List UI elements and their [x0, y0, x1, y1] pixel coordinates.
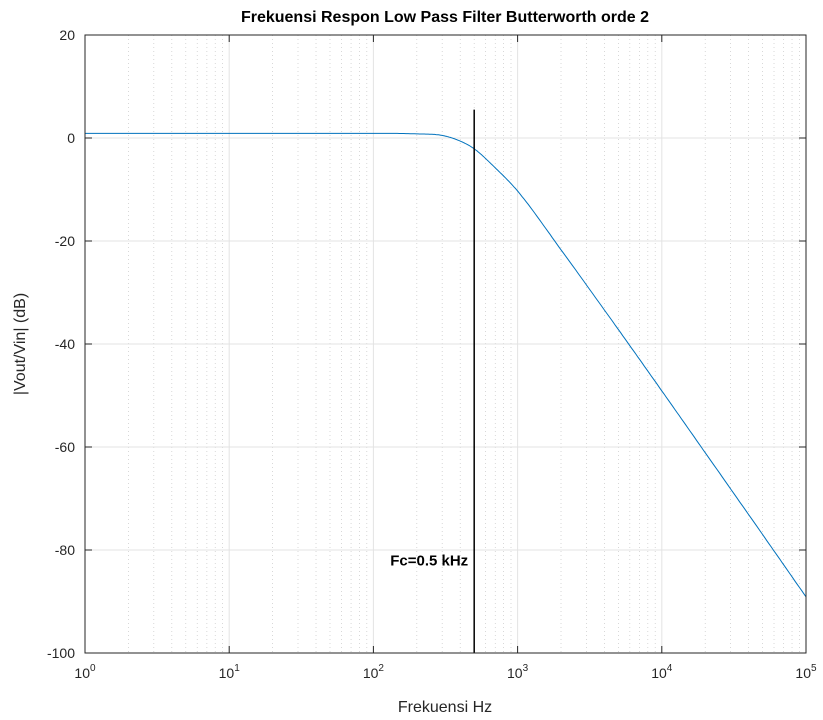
x-tick-label: 104: [651, 663, 673, 681]
y-tick-label: -40: [55, 336, 75, 352]
x-tick-base: 10: [363, 665, 379, 681]
y-tick-label: -20: [55, 233, 75, 249]
x-tick-exponent: 4: [667, 663, 673, 674]
x-tick-label: 100: [74, 663, 96, 681]
x-tick-exponent: 1: [234, 663, 240, 674]
series-line: [85, 132, 807, 598]
x-tick-exponent: 5: [811, 663, 817, 674]
cutoff-annotation: Fc=0.5 kHz: [390, 552, 468, 569]
y-axis-label: |Vout/Vin| (dB): [12, 293, 29, 395]
y-tick-label: 0: [67, 130, 75, 146]
y-tick-label: -60: [55, 439, 75, 455]
chart-title: Frekuensi Respon Low Pass Filter Butterw…: [241, 9, 649, 26]
x-tick-base: 10: [507, 665, 523, 681]
x-tick-label: 103: [507, 663, 529, 681]
x-tick-label: 105: [795, 663, 817, 681]
x-tick-base: 10: [795, 665, 811, 681]
x-tick-label: 101: [219, 663, 241, 681]
x-tick-label: 102: [363, 663, 385, 681]
y-ticks: 20 0 -20 -40 -60 -80 -100: [47, 27, 806, 661]
y-tick-label: -100: [47, 645, 75, 661]
x-ticks: 100 101 102 103 104 105: [74, 35, 817, 681]
x-tick-exponent: 3: [523, 663, 529, 674]
x-axis-label: Frekuensi Hz: [398, 699, 492, 716]
x-tick-base: 10: [219, 665, 235, 681]
x-tick-base: 10: [651, 665, 667, 681]
y-tick-label: -80: [55, 542, 75, 558]
y-tick-label: 20: [59, 27, 75, 43]
x-tick-exponent: 0: [90, 663, 96, 674]
x-tick-exponent: 2: [378, 663, 384, 674]
x-tick-base: 10: [74, 665, 90, 681]
series-layer: [85, 109, 807, 653]
